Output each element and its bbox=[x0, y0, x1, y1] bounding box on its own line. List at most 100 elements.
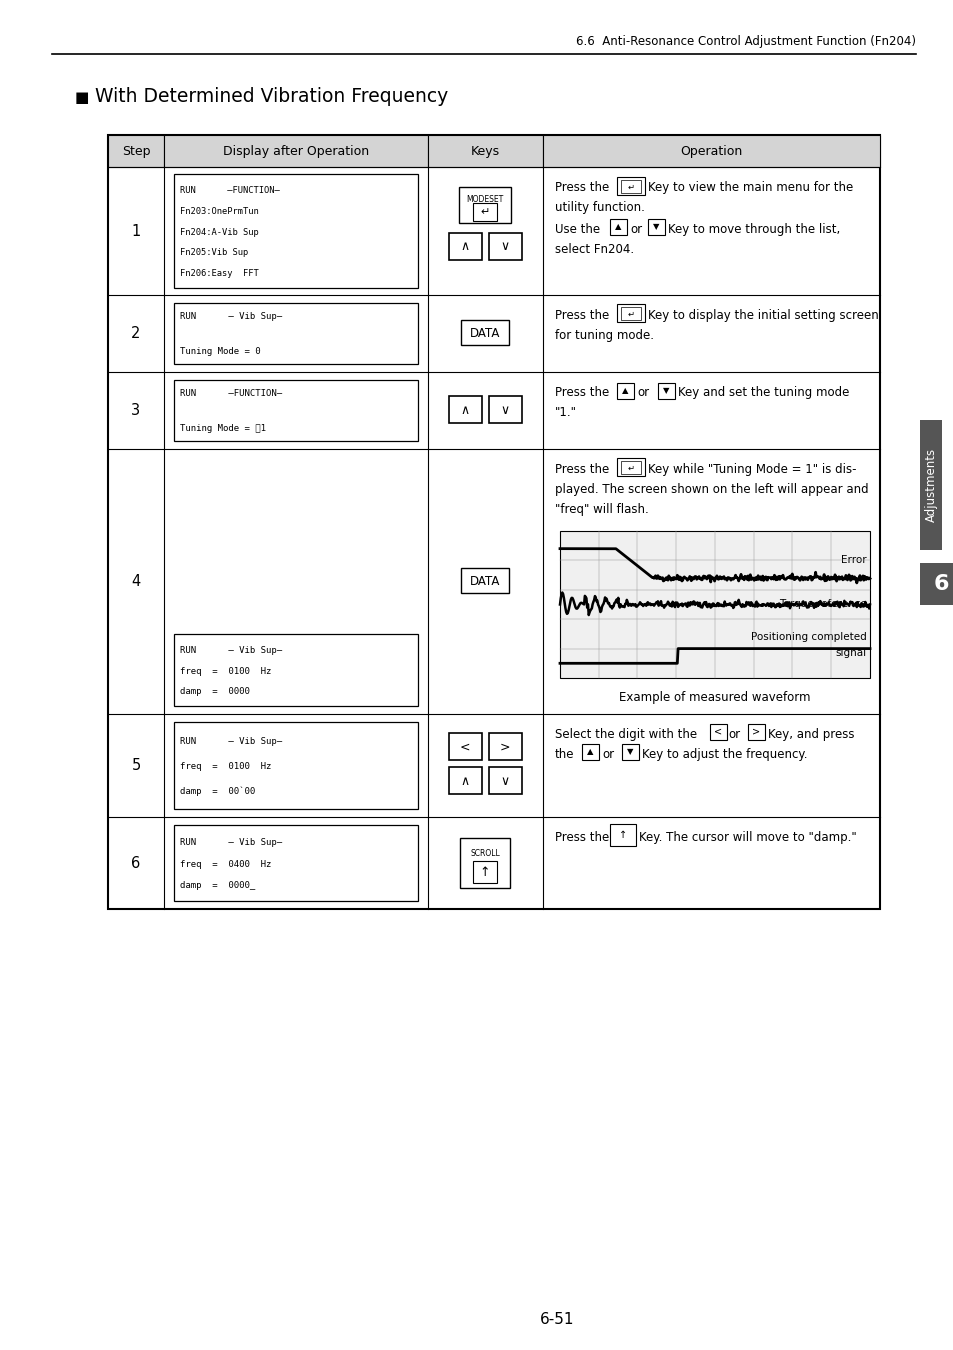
Bar bbox=[617, 383, 634, 400]
Text: 6: 6 bbox=[132, 856, 140, 871]
Bar bbox=[459, 838, 510, 888]
Text: select Fn204.: select Fn204. bbox=[555, 243, 634, 256]
Bar bbox=[919, 420, 941, 549]
Text: damp  =  00̀00: damp = 00̀00 bbox=[180, 787, 255, 796]
Bar bbox=[449, 234, 481, 261]
Text: Fn203:OnePrmTun: Fn203:OnePrmTun bbox=[180, 207, 258, 216]
Bar bbox=[489, 733, 521, 760]
Text: for tuning mode.: for tuning mode. bbox=[555, 329, 654, 342]
Text: Key to view the main menu for the: Key to view the main menu for the bbox=[647, 181, 852, 194]
Text: <: < bbox=[713, 728, 721, 737]
Bar bbox=[173, 174, 417, 288]
Text: 4: 4 bbox=[132, 574, 140, 589]
Text: ↑: ↑ bbox=[618, 830, 626, 840]
Bar bbox=[173, 825, 417, 900]
Bar bbox=[473, 861, 497, 883]
Text: utility function.: utility function. bbox=[555, 201, 644, 215]
Bar bbox=[473, 202, 497, 221]
Bar bbox=[449, 768, 481, 795]
Text: damp  =  0000̲: damp = 0000̲ bbox=[180, 882, 255, 890]
Text: Key to adjust the frequency.: Key to adjust the frequency. bbox=[641, 748, 806, 761]
Text: MODESET: MODESET bbox=[466, 196, 503, 204]
Text: "freq" will flash.: "freq" will flash. bbox=[555, 504, 648, 516]
Text: freq  =  0100  Hz: freq = 0100 Hz bbox=[180, 763, 271, 771]
Text: ∧: ∧ bbox=[460, 404, 469, 417]
Text: ▼: ▼ bbox=[652, 223, 659, 231]
Bar bbox=[108, 135, 164, 167]
Bar bbox=[489, 768, 521, 795]
Text: 5: 5 bbox=[132, 757, 140, 774]
Text: ↵: ↵ bbox=[479, 207, 489, 217]
Bar bbox=[173, 302, 417, 365]
Text: Press the: Press the bbox=[555, 463, 609, 477]
Bar bbox=[108, 135, 879, 909]
Bar bbox=[620, 460, 640, 474]
Text: the: the bbox=[555, 748, 574, 761]
Text: Keys: Keys bbox=[471, 144, 499, 158]
Bar bbox=[489, 397, 521, 424]
Bar bbox=[449, 733, 481, 760]
Text: ∧: ∧ bbox=[460, 775, 469, 788]
Text: Key. The cursor will move to "damp.": Key. The cursor will move to "damp." bbox=[639, 832, 856, 844]
Text: or: or bbox=[629, 223, 641, 236]
Text: ▲: ▲ bbox=[621, 386, 628, 396]
Text: RUN      —FUNCTION—: RUN —FUNCTION— bbox=[180, 389, 282, 398]
Text: With Determined Vibration Frequency: With Determined Vibration Frequency bbox=[95, 88, 448, 107]
Text: freq  =  0100  Hz: freq = 0100 Hz bbox=[180, 667, 271, 675]
Text: >: > bbox=[499, 741, 510, 755]
Bar bbox=[449, 397, 481, 424]
Bar bbox=[460, 568, 509, 594]
Text: SCROLL: SCROLL bbox=[470, 849, 499, 857]
Text: Press the: Press the bbox=[555, 309, 609, 323]
Text: Step: Step bbox=[122, 144, 150, 158]
Bar bbox=[609, 219, 626, 235]
Bar bbox=[747, 724, 764, 740]
Bar bbox=[542, 135, 879, 167]
Bar bbox=[617, 458, 644, 477]
Text: Press the: Press the bbox=[555, 832, 609, 844]
Text: ▼: ▼ bbox=[662, 386, 669, 396]
Text: or: or bbox=[601, 748, 614, 761]
Text: <: < bbox=[459, 741, 470, 755]
Text: damp  =  0000: damp = 0000 bbox=[180, 687, 250, 697]
Text: signal: signal bbox=[835, 648, 866, 657]
Text: ∨: ∨ bbox=[500, 240, 509, 254]
Text: or: or bbox=[637, 386, 648, 400]
Text: Key and set the tuning mode: Key and set the tuning mode bbox=[678, 386, 848, 400]
Text: Key to display the initial setting screen: Key to display the initial setting scree… bbox=[647, 309, 878, 323]
Bar bbox=[617, 177, 644, 194]
Text: RUN      — Vib Sup—: RUN — Vib Sup— bbox=[180, 838, 282, 846]
Text: 6-51: 6-51 bbox=[539, 1312, 574, 1327]
Text: Example of measured waveform: Example of measured waveform bbox=[618, 691, 810, 705]
Text: ∧: ∧ bbox=[460, 240, 469, 254]
Bar bbox=[489, 234, 521, 261]
Text: Tuning Mode = 0: Tuning Mode = 0 bbox=[180, 347, 260, 356]
Text: "1.": "1." bbox=[555, 406, 577, 418]
Text: Torque reference: Torque reference bbox=[779, 599, 866, 609]
Text: ∨: ∨ bbox=[500, 404, 509, 417]
Text: or: or bbox=[727, 728, 740, 741]
Bar bbox=[173, 379, 417, 441]
Bar bbox=[609, 824, 636, 846]
Text: Use the: Use the bbox=[555, 223, 599, 236]
Text: played. The screen shown on the left will appear and: played. The screen shown on the left wil… bbox=[555, 483, 868, 495]
Bar bbox=[919, 563, 953, 605]
Text: Operation: Operation bbox=[679, 144, 741, 158]
Text: Tuning Mode = 1: Tuning Mode = 1 bbox=[180, 424, 266, 433]
Bar bbox=[620, 306, 640, 320]
Text: ↵: ↵ bbox=[627, 182, 634, 192]
Text: 6: 6 bbox=[932, 574, 947, 594]
Text: ■: ■ bbox=[75, 89, 90, 104]
Bar bbox=[658, 383, 675, 400]
Bar bbox=[460, 320, 509, 346]
Text: Display after Operation: Display after Operation bbox=[223, 144, 369, 158]
Text: Positioning completed: Positioning completed bbox=[750, 632, 866, 641]
Text: DATA: DATA bbox=[469, 327, 499, 340]
Text: Key while "Tuning Mode = 1" is dis-: Key while "Tuning Mode = 1" is dis- bbox=[647, 463, 856, 477]
Bar bbox=[164, 135, 428, 167]
Text: DATA: DATA bbox=[469, 575, 499, 589]
Text: ▲: ▲ bbox=[614, 223, 620, 231]
Bar bbox=[620, 180, 640, 193]
Text: ↑: ↑ bbox=[479, 865, 490, 879]
Text: Key to move through the list,: Key to move through the list, bbox=[667, 223, 840, 236]
